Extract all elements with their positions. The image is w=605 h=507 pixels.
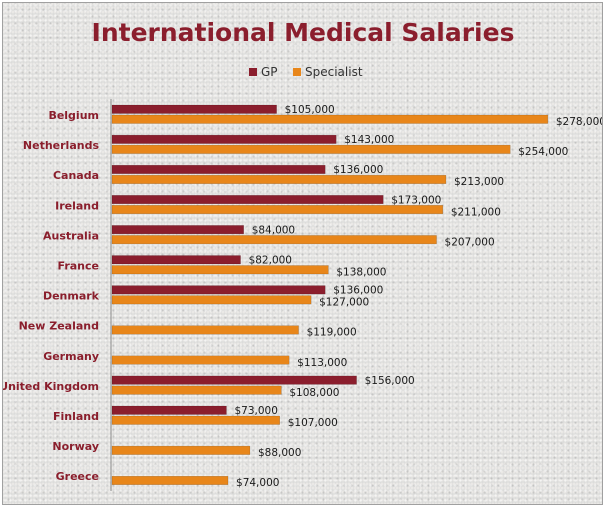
category-label: Australia <box>43 229 99 242</box>
data-label: $213,000 <box>454 176 504 188</box>
data-label: $173,000 <box>391 194 441 206</box>
legend-swatch-gp <box>249 68 257 76</box>
category-label: New Zealand <box>19 320 99 333</box>
category-label: Germany <box>43 350 99 363</box>
data-label: $278,000 <box>556 116 602 128</box>
data-label: $156,000 <box>365 375 415 387</box>
category-label: Finland <box>53 410 99 423</box>
bar-specialist-france <box>111 265 329 275</box>
bar-gp-netherlands <box>111 134 337 144</box>
data-label: $105,000 <box>285 104 335 116</box>
bar-gp-france <box>111 255 241 265</box>
plot-area: Belgium $105,000 $278,000 Netherlands $143,0… <box>3 104 602 489</box>
bar-gp-belgium <box>111 104 277 114</box>
data-label: $119,000 <box>307 327 357 339</box>
data-label: $82,000 <box>249 255 292 267</box>
data-label: $136,000 <box>333 285 383 297</box>
bar-specialist-denmark <box>111 295 312 305</box>
legend: GP Specialist <box>249 65 363 79</box>
legend-label-specialist: Specialist <box>305 65 363 79</box>
bar-specialist-ireland <box>111 205 444 215</box>
data-label: $211,000 <box>451 206 501 218</box>
bar-specialist-finland <box>111 415 281 425</box>
data-label: $254,000 <box>518 146 568 158</box>
data-label: $84,000 <box>252 224 295 236</box>
category-label: Norway <box>52 440 99 453</box>
category-label: Netherlands <box>23 139 100 152</box>
bar-specialist-germany <box>111 355 290 365</box>
chart-title: International Medical Salaries <box>92 18 515 47</box>
bar-specialist-united-kingdom <box>111 385 282 395</box>
data-label: $143,000 <box>344 134 394 146</box>
legend-label-gp: GP <box>261 65 278 79</box>
category-label: Denmark <box>43 290 100 303</box>
data-label: $127,000 <box>319 297 369 309</box>
data-label: $73,000 <box>234 405 277 417</box>
data-label: $107,000 <box>288 417 338 429</box>
bar-specialist-norway <box>111 445 251 455</box>
data-label: $113,000 <box>297 357 347 369</box>
data-label: $207,000 <box>445 236 495 248</box>
bar-specialist-belgium <box>111 114 549 124</box>
bar-gp-denmark <box>111 285 326 295</box>
bar-specialist-australia <box>111 235 437 245</box>
data-label: $138,000 <box>336 267 386 279</box>
bar-gp-finland <box>111 405 227 415</box>
bar-specialist-netherlands <box>111 144 511 154</box>
category-label: United Kingdom <box>3 380 99 393</box>
bar-gp-australia <box>111 225 244 235</box>
bar-gp-canada <box>111 164 326 174</box>
bar-specialist-greece <box>111 475 229 485</box>
category-label: Greece <box>56 470 99 483</box>
data-label: $136,000 <box>333 164 383 176</box>
data-label: $88,000 <box>258 447 301 459</box>
bar-chart: International Medical Salaries GP Specia… <box>3 18 602 491</box>
data-label: $108,000 <box>289 387 339 399</box>
legend-swatch-specialist <box>293 68 301 76</box>
category-label: Ireland <box>55 199 99 212</box>
bar-gp-ireland <box>111 195 384 205</box>
bar-specialist-new-zealand <box>111 325 299 335</box>
category-label: Belgium <box>48 109 99 122</box>
data-label: $74,000 <box>236 477 279 489</box>
bar-specialist-canada <box>111 174 447 184</box>
category-label: France <box>58 260 99 273</box>
category-label: Canada <box>53 169 99 182</box>
bar-gp-united-kingdom <box>111 375 357 385</box>
